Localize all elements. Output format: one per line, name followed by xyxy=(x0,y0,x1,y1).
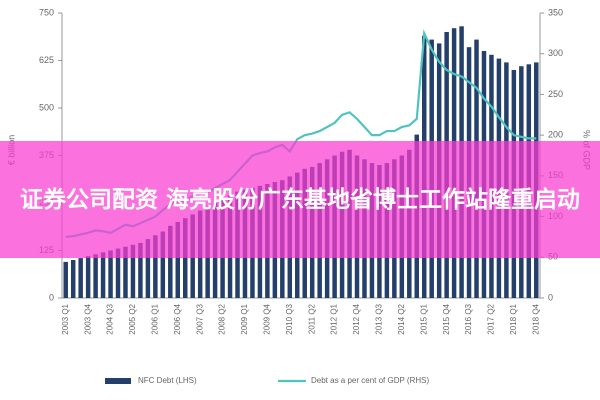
overlay-banner: 证券公司配资 海亮股份广东基地省博士工作站隆重启动 xyxy=(0,141,600,258)
y-tick-label: 625 xyxy=(39,55,54,65)
y-tick-label: 750 xyxy=(39,7,54,17)
bar xyxy=(153,235,158,298)
x-tick-label: 2008 Q2 xyxy=(218,303,227,334)
legend-label: Debt as a per cent of GDP (RHS) xyxy=(311,376,429,385)
bar xyxy=(145,239,151,298)
x-tick-label: 2004 Q3 xyxy=(106,303,115,334)
y2-tick-label: 350 xyxy=(548,7,563,17)
x-tick-label: 2007 Q3 xyxy=(195,303,204,334)
y-tick-label: 0 xyxy=(49,292,54,302)
bar xyxy=(130,244,136,298)
bar xyxy=(100,252,106,298)
x-tick-label: 2011 Q2 xyxy=(307,303,316,334)
x-tick-label: 2009 Q4 xyxy=(263,303,272,334)
y2-tick-label: 250 xyxy=(548,89,563,99)
overlay-text: 证券公司配资 海亮股份广东基地省博士工作站隆重启动 xyxy=(19,186,580,213)
y-tick-label: 500 xyxy=(39,102,54,112)
x-tick-label: 2018 Q4 xyxy=(531,303,540,334)
bar xyxy=(108,250,113,298)
bar xyxy=(182,218,188,298)
bar xyxy=(93,254,98,298)
bar xyxy=(175,222,181,298)
x-tick-label: 2003 Q4 xyxy=(83,303,92,334)
x-tick-label: 2005 Q2 xyxy=(128,303,137,334)
bar xyxy=(78,258,83,298)
bar xyxy=(63,261,68,298)
bar xyxy=(123,246,128,298)
y2-tick-label: 200 xyxy=(548,130,563,140)
x-tick-label: 2013 Q3 xyxy=(375,303,384,334)
x-tick-label: 2017 Q2 xyxy=(487,303,496,334)
x-tick-label: 2006 Q4 xyxy=(173,303,182,334)
bar xyxy=(85,256,91,298)
legend-swatch xyxy=(105,378,131,384)
y2-tick-label: 300 xyxy=(548,48,563,58)
x-tick-label: 2015 Q4 xyxy=(442,303,451,334)
bar xyxy=(138,242,143,298)
x-tick-label: 2006 Q1 xyxy=(150,303,159,334)
x-tick-label: 2018 Q1 xyxy=(509,303,518,334)
x-tick-label: 2016 Q3 xyxy=(464,303,473,334)
y2-tick-label: 0 xyxy=(548,292,553,302)
x-tick-label: 2012 Q4 xyxy=(352,303,361,334)
x-tick-label: 2015 Q1 xyxy=(419,303,428,334)
x-tick-label: 2009 Q1 xyxy=(240,303,249,334)
x-tick-label: 2012 Q1 xyxy=(330,303,339,334)
legend-label: NFC Debt (LHS) xyxy=(138,376,197,385)
bar xyxy=(70,260,76,298)
bar xyxy=(160,231,166,298)
bar xyxy=(168,225,173,298)
x-tick-label: 2014 Q2 xyxy=(397,303,406,334)
x-tick-label: 2003 Q1 xyxy=(61,303,70,334)
x-tick-label: 2010 Q3 xyxy=(285,303,294,334)
bar xyxy=(115,248,121,298)
